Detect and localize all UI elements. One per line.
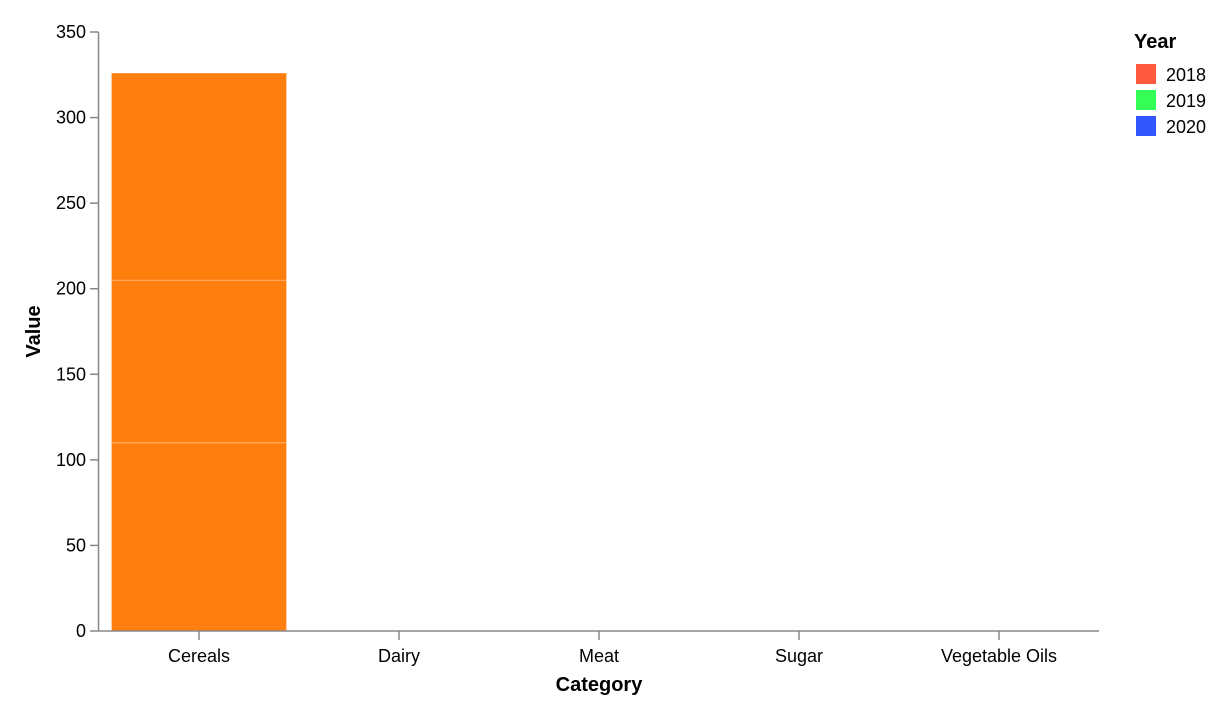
legend-swatch-2018 [1136,64,1156,84]
bars-layer [111,72,287,632]
x-axis-ticks: Cereals Dairy Meat Sugar Vegetable Oils [168,631,1057,666]
y-tick-label: 300 [56,108,86,128]
axes-layer: 0 50 100 150 200 250 300 350 Cereals Dairy Meat Su… [56,22,1099,666]
legend-items: 2018 2019 2020 [1136,64,1206,137]
x-tick-label: Meat [579,646,619,666]
legend-swatch-2019 [1136,90,1156,110]
bar-cereals-2020 [111,72,287,281]
legend-label-2018: 2018 [1166,65,1206,85]
y-tick-label: 150 [56,364,86,384]
y-tick-label: 0 [76,621,86,641]
x-tick-label: Cereals [168,646,230,666]
bar-cereals-2018 [111,442,287,632]
x-axis-title: Category [556,674,644,696]
legend: Year 2018 2019 2020 [1134,31,1206,137]
legend-label-2019: 2019 [1166,91,1206,111]
y-tick-label: 100 [56,450,86,470]
x-tick-label: Vegetable Oils [941,646,1057,666]
legend-title: Year [1134,31,1176,53]
bar-cereals-2019 [111,279,287,444]
x-tick-label: Dairy [378,646,420,666]
y-tick-label: 50 [66,535,86,555]
y-tick-label: 250 [56,193,86,213]
y-axis-title: Value [23,305,45,357]
legend-swatch-2020 [1136,116,1156,136]
y-tick-label: 350 [56,22,86,42]
legend-label-2020: 2020 [1166,117,1206,137]
y-tick-label: 200 [56,279,86,299]
y-axis-ticks: 0 50 100 150 200 250 300 350 [56,22,99,641]
x-tick-label: Sugar [775,646,823,666]
